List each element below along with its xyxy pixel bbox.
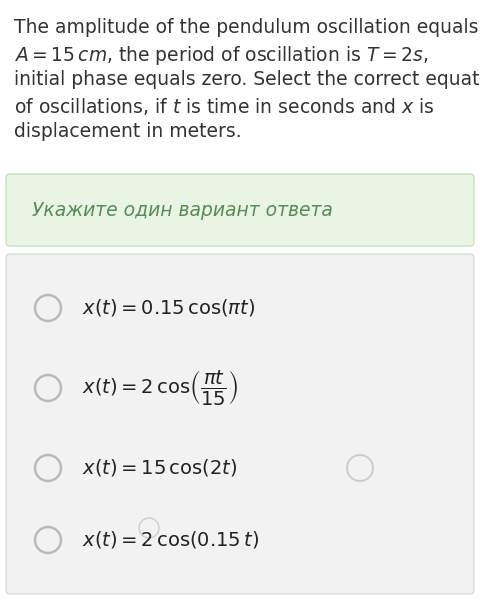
FancyBboxPatch shape — [6, 254, 473, 594]
Text: $x(t) = 2\,\cos(0.15\,t)$: $x(t) = 2\,\cos(0.15\,t)$ — [82, 529, 259, 551]
Text: The amplitude of the pendulum oscillation equals to: The amplitude of the pendulum oscillatio… — [14, 18, 480, 37]
Text: $x(t) = 15\,\cos(2t)$: $x(t) = 15\,\cos(2t)$ — [82, 457, 237, 479]
Text: of oscillations, if $t$ is time in seconds and $x$ is: of oscillations, if $t$ is time in secon… — [14, 96, 434, 117]
Text: $x(t) = 0.15\,\cos(\pi t)$: $x(t) = 0.15\,\cos(\pi t)$ — [82, 298, 255, 319]
Text: $A = 15\,\mathit{cm}$, the period of oscillation is $T = 2s$,: $A = 15\,\mathit{cm}$, the period of osc… — [14, 44, 428, 67]
Text: displacement in meters.: displacement in meters. — [14, 122, 241, 141]
Text: $x(t) = 2\,\cos\!\left(\dfrac{\pi t}{15}\right)$: $x(t) = 2\,\cos\!\left(\dfrac{\pi t}{15}… — [82, 368, 238, 407]
FancyBboxPatch shape — [6, 174, 473, 246]
Text: initial phase equals zero. Select the correct equation: initial phase equals zero. Select the co… — [14, 70, 480, 89]
Text: Укажите один вариант ответа: Укажите один вариант ответа — [32, 200, 332, 220]
